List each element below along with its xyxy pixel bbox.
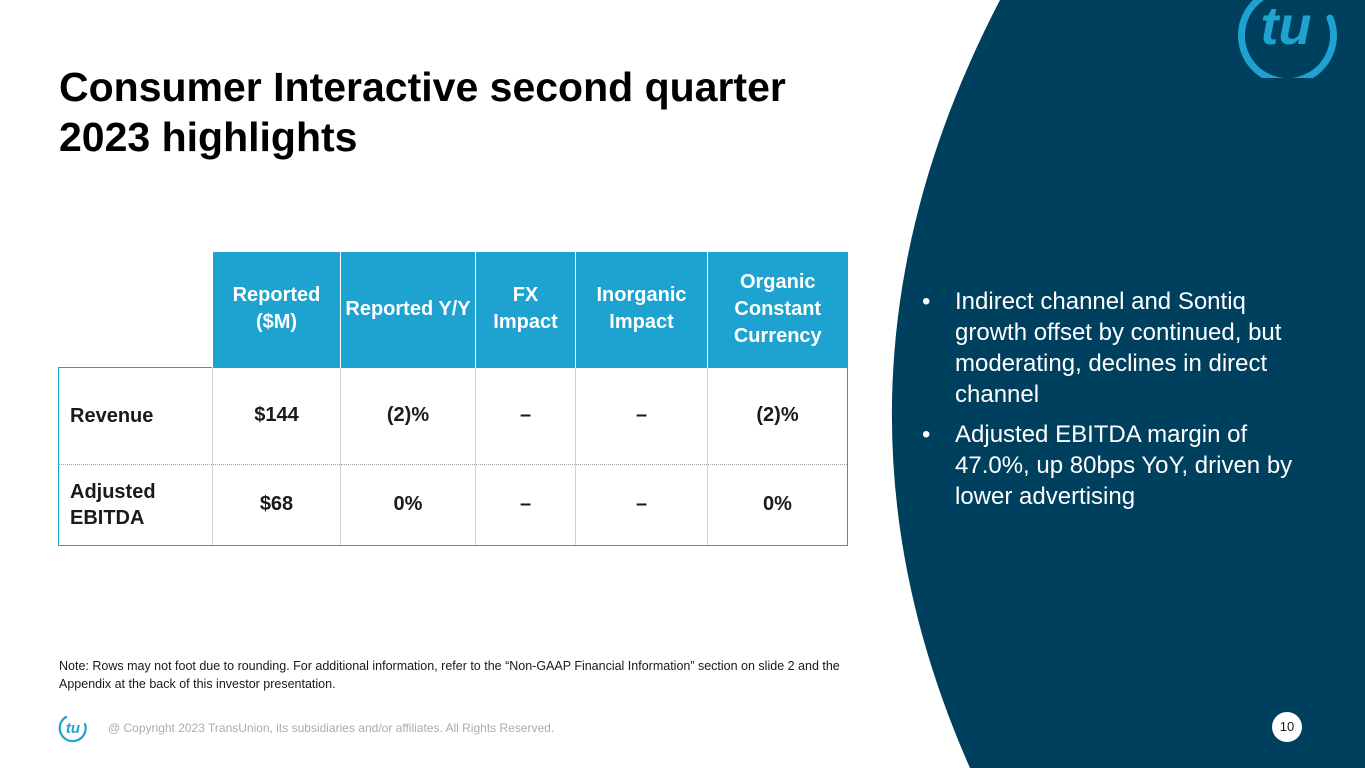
table-cell: (2)% — [340, 366, 476, 464]
header-inorganic-impact: Inorganic Impact — [575, 252, 708, 367]
header-corner — [59, 252, 213, 367]
row-label: Revenue — [58, 366, 213, 464]
bullet-text: Indirect channel and Sontiq growth offse… — [955, 288, 1282, 408]
table-cell: (2)% — [707, 366, 848, 464]
table-cell: 0% — [707, 463, 848, 546]
table-cell: $144 — [212, 366, 341, 464]
table-cell: – — [475, 463, 576, 546]
table-cell: – — [575, 366, 708, 464]
table-header-row: Reported ($M) Reported Y/Y FX Impact Ino… — [59, 252, 848, 367]
table-row: Adjusted EBITDA $68 0% – – 0% — [58, 463, 848, 546]
table-cell: – — [575, 463, 708, 546]
list-item: • Indirect channel and Sontiq growth off… — [922, 286, 1322, 410]
table-cell: $68 — [212, 463, 341, 546]
highlights-list: • Indirect channel and Sontiq growth off… — [922, 286, 1322, 521]
table-cell: – — [475, 366, 576, 464]
page-number: 10 — [1272, 712, 1302, 742]
footer-logo-icon: tu — [58, 715, 87, 743]
bullet-icon: • — [922, 288, 931, 315]
copyright-text: @ Copyright 2023 TransUnion, its subsidi… — [108, 721, 555, 735]
logo-text: tu — [1261, 0, 1312, 56]
list-item: • Adjusted EBITDA margin of 47.0%, up 80… — [922, 419, 1322, 512]
header-reported-yy: Reported Y/Y — [340, 252, 476, 367]
header-fx-impact: FX Impact — [475, 252, 576, 367]
row-label: Adjusted EBITDA — [58, 463, 213, 546]
page-title: Consumer Interactive second quarter 2023… — [59, 64, 786, 160]
header-reported: Reported ($M) — [212, 252, 341, 367]
header-organic-constant-currency: Organic Constant Currency — [707, 252, 848, 367]
footnote: Note: Rows may not foot due to rounding.… — [59, 659, 840, 691]
table-cell: 0% — [340, 463, 476, 546]
transunion-logo-icon: tu — [1238, 0, 1337, 78]
footer-logo-text: tu — [66, 720, 80, 737]
bullet-icon: • — [922, 421, 931, 448]
financial-table: Reported ($M) Reported Y/Y FX Impact Ino… — [58, 252, 848, 546]
table-row: Revenue $144 (2)% – – (2)% — [58, 366, 848, 464]
bullet-text: Adjusted EBITDA margin of 47.0%, up 80bp… — [955, 421, 1293, 510]
